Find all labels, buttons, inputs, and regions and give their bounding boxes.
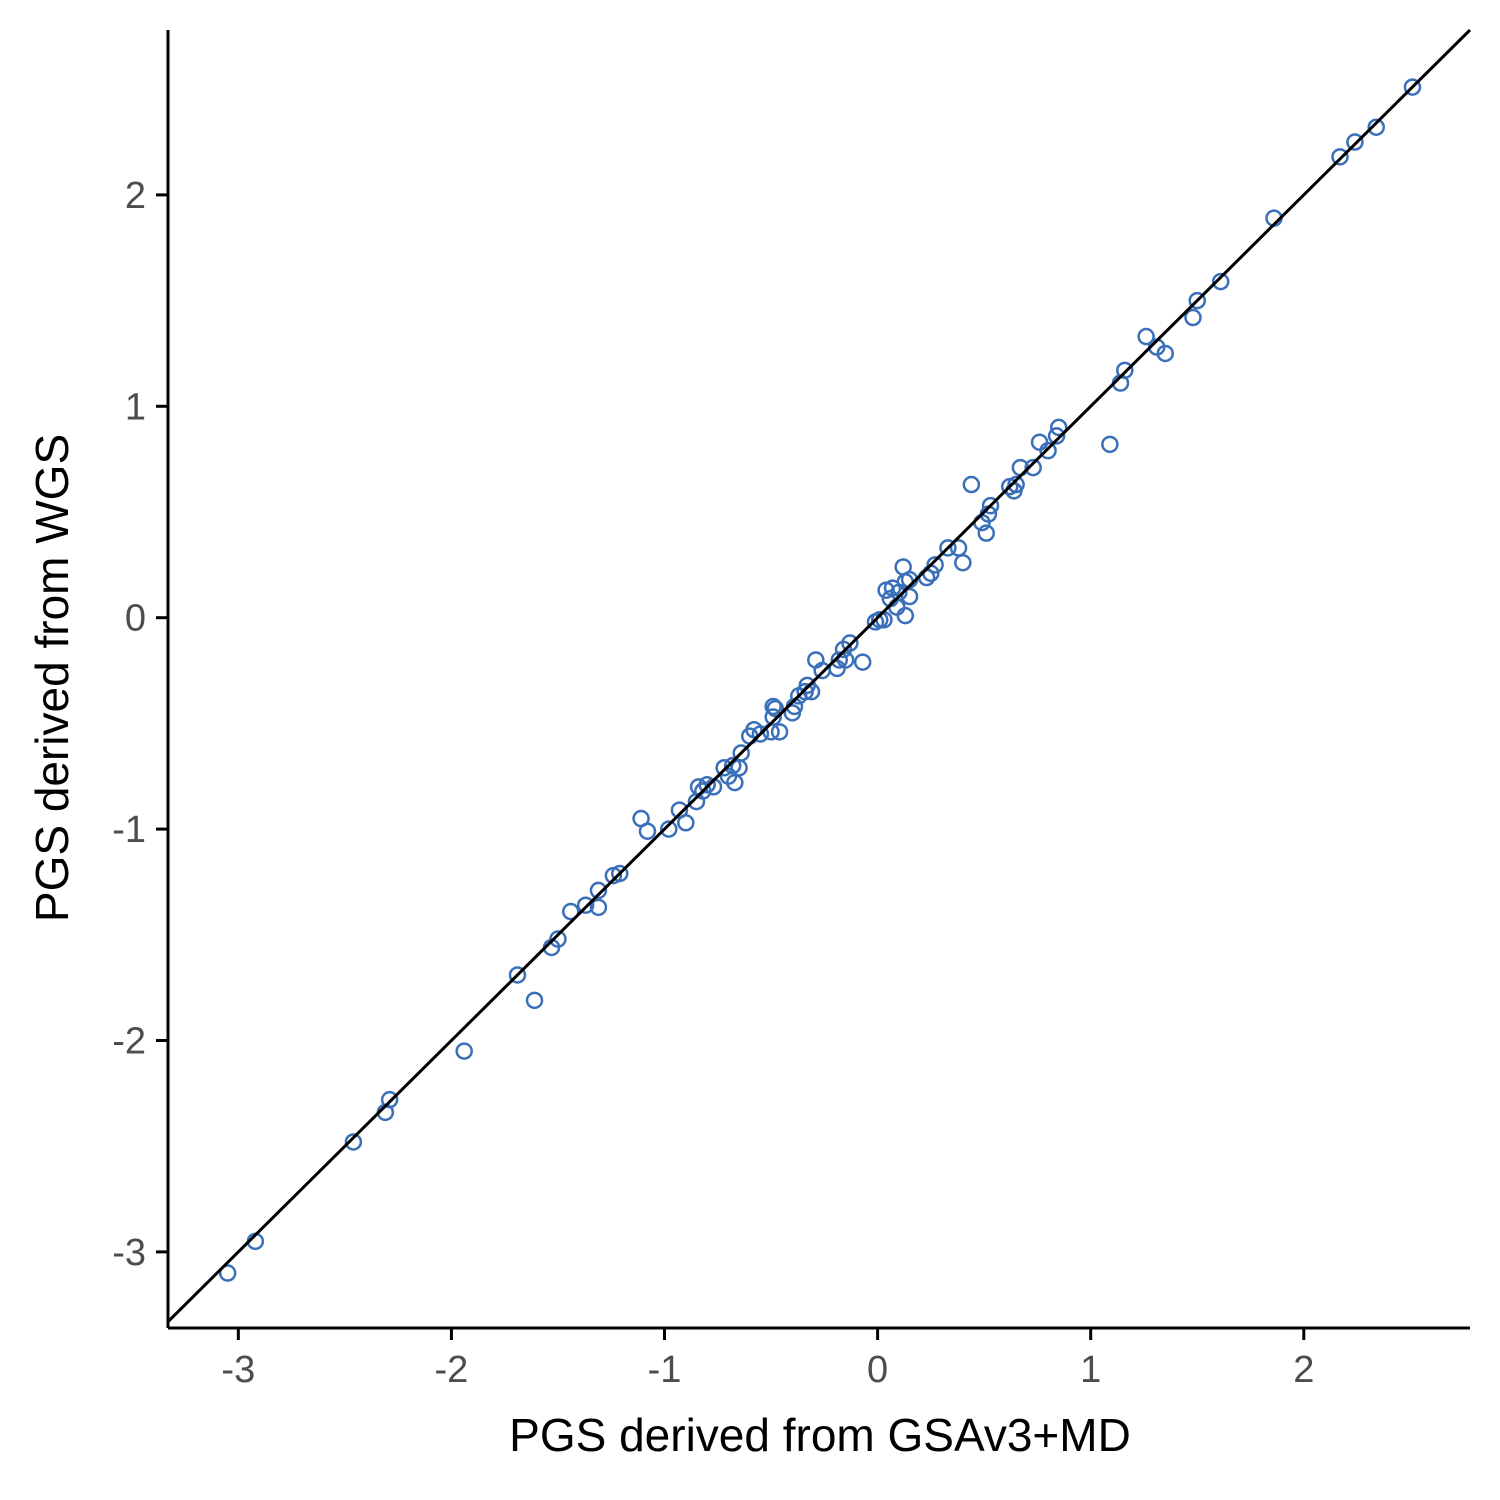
data-point	[751, 725, 770, 743]
data-point	[830, 651, 848, 669]
data-point	[1188, 291, 1206, 310]
data-point	[977, 524, 996, 542]
data-point	[732, 744, 750, 762]
data-point	[981, 496, 1000, 515]
data-point	[896, 606, 915, 625]
data-point	[589, 898, 608, 917]
data-point	[1049, 418, 1068, 437]
y-tick-label: -2	[112, 1020, 146, 1062]
data-point	[1137, 327, 1155, 346]
data-point	[508, 966, 527, 984]
y-tick-label: -3	[112, 1232, 146, 1274]
data-point	[836, 651, 855, 669]
data-point	[853, 653, 872, 671]
data-point	[1156, 344, 1175, 363]
data-point	[1024, 458, 1042, 477]
data-point	[926, 556, 944, 574]
data-point	[561, 902, 580, 921]
x-axis-title: PGS derived from GSAv3+MD	[509, 1409, 1131, 1461]
data-point	[677, 814, 695, 832]
x-tick-label: 2	[1293, 1349, 1314, 1391]
data-point	[764, 697, 782, 716]
data-point	[900, 587, 919, 606]
data-point	[1039, 441, 1057, 460]
data-point	[1047, 427, 1066, 445]
x-tick-label: 1	[1080, 1349, 1101, 1391]
data-point	[549, 930, 567, 948]
x-axis-ticks: -3 -2 -1 0 1 2	[221, 1328, 1314, 1391]
data-point	[380, 1090, 399, 1109]
data-point	[1211, 272, 1230, 291]
data-point	[344, 1133, 363, 1151]
y-tick-label: -1	[112, 809, 146, 851]
data-point	[939, 539, 957, 557]
data-point	[1007, 475, 1025, 494]
data-point	[660, 820, 678, 838]
y-tick-label: 2	[125, 175, 146, 217]
data-point	[589, 881, 608, 900]
y-axis-title: PGS derived from WGS	[26, 434, 78, 922]
data-point	[1403, 78, 1422, 96]
data-point	[1331, 148, 1349, 166]
data-point	[766, 699, 785, 718]
y-axis-ticks: -3 -2 -1 0 1 2	[112, 175, 168, 1274]
y-tick-label: 0	[125, 598, 146, 640]
data-point	[764, 708, 782, 726]
data-point	[525, 991, 544, 1010]
data-point	[1116, 361, 1134, 380]
x-tick-label: -1	[648, 1349, 682, 1391]
x-tick-label: -3	[221, 1349, 255, 1391]
data-point	[770, 723, 789, 741]
y-tick-label: 1	[125, 386, 146, 428]
data-point	[1346, 133, 1364, 151]
data-point	[1030, 433, 1049, 451]
x-tick-label: -2	[435, 1349, 469, 1391]
identity-reference-line	[166, 28, 1472, 1323]
data-point	[954, 553, 972, 572]
data-point	[455, 1042, 473, 1060]
data-point	[576, 896, 595, 914]
data-point	[218, 1264, 237, 1282]
data-point	[1367, 118, 1385, 136]
data-point	[611, 864, 629, 883]
x-tick-label: 0	[867, 1349, 888, 1391]
data-point	[1101, 435, 1119, 454]
data-point	[1184, 308, 1202, 327]
data-point	[962, 475, 981, 494]
data-point	[638, 822, 657, 840]
data-point	[841, 634, 859, 652]
